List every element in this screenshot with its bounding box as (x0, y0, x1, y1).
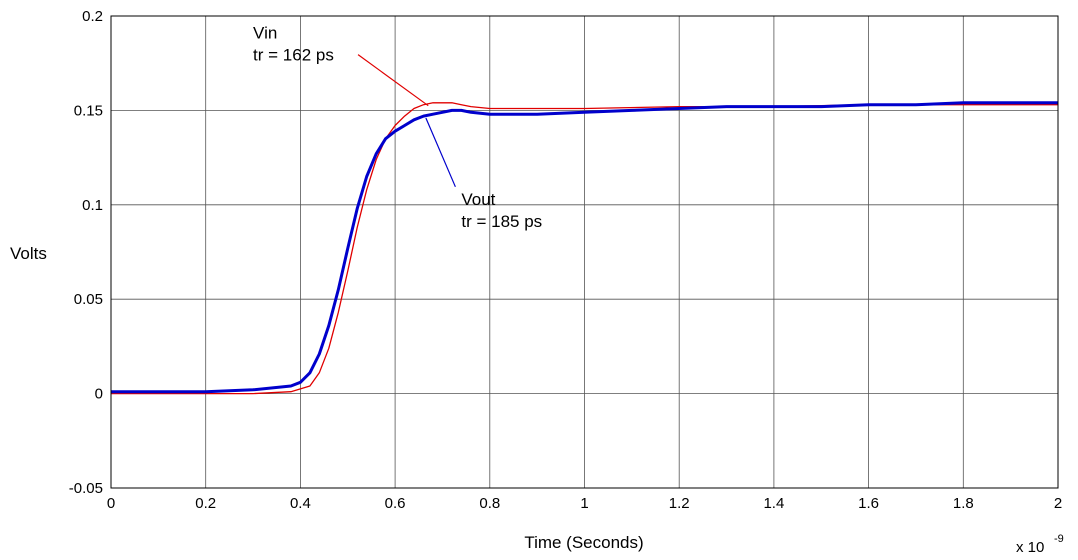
x-tick-label: 0.6 (385, 495, 406, 512)
x-tick-label: 0 (107, 495, 115, 512)
x-axis-multiplier-exponent: -9 (1054, 533, 1064, 545)
y-tick-label: 0.15 (74, 102, 103, 119)
annotation-vout-risetime: tr = 185 ps (461, 212, 542, 231)
annotation-leader-vout (425, 117, 456, 188)
plot-frame (110, 15, 1059, 489)
x-tick-label: 1.4 (763, 495, 784, 512)
x-tick-label: 2 (1054, 495, 1062, 512)
x-tick-label: 0.8 (479, 495, 500, 512)
series-layer (111, 101, 1058, 395)
y-tick-label: 0.1 (82, 197, 103, 214)
annotations: Vin tr = 162 ps Vout tr = 185 ps (253, 24, 542, 231)
x-tick-label: 1.8 (953, 495, 974, 512)
series-line-vin (111, 102, 1058, 395)
x-tick-label: 0.4 (290, 495, 311, 512)
x-axis-label: Time (Seconds) (524, 533, 643, 552)
x-tick-label: 0.2 (195, 495, 216, 512)
annotation-vin-name: Vin (253, 24, 277, 43)
x-tick-label: 1 (580, 495, 588, 512)
y-tick-label: -0.05 (69, 480, 103, 497)
y-tick-label: 0 (95, 386, 103, 403)
x-axis-multiplier: x 10 (1016, 539, 1044, 556)
x-tick-label: 1.6 (858, 495, 879, 512)
x-tick-label: 1.2 (669, 495, 690, 512)
y-tick-label: 0.05 (74, 291, 103, 308)
series-line-vout (111, 101, 1058, 394)
y-axis-label: Volts (10, 244, 47, 263)
tick-labels: 0 0.2 0.4 0.6 0.8 1 1.2 1.4 1.6 1.8 2-0.0500.050.1… (69, 8, 1062, 512)
annotation-leader-vin (357, 54, 429, 107)
annotation-vout-name: Vout (461, 190, 495, 209)
annotation-vin-risetime: tr = 162 ps (253, 46, 334, 65)
y-tick-label: 0.2 (82, 8, 103, 25)
